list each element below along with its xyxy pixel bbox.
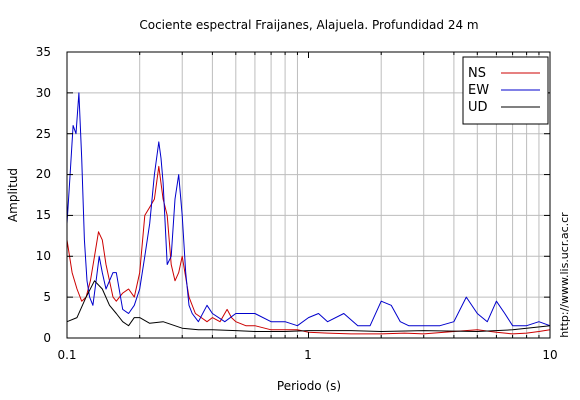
y-tick-label-20: 20 bbox=[36, 167, 51, 181]
legend-label-ns: NS bbox=[468, 66, 486, 81]
series-line-ew bbox=[66, 92, 551, 327]
source-url: http://www.lis.ucr.ac.cr bbox=[558, 212, 571, 338]
y-tick-label-10: 10 bbox=[36, 249, 51, 263]
y-tick-label-5: 5 bbox=[43, 290, 51, 304]
tick-marks bbox=[66, 51, 550, 339]
y-tick-label-35: 35 bbox=[36, 45, 51, 59]
x-tick-label-1: 1 bbox=[304, 348, 312, 362]
legend-label-ew: EW bbox=[468, 83, 489, 98]
series-lines bbox=[66, 92, 551, 335]
legend: NS EW UD bbox=[462, 56, 549, 125]
x-tick-label-0-1: 0.1 bbox=[57, 348, 76, 362]
y-axis-label: Amplitud bbox=[6, 168, 20, 222]
x-tick-label-10: 10 bbox=[542, 348, 557, 362]
series-line-ns bbox=[66, 165, 551, 335]
y-tick-label-0: 0 bbox=[43, 331, 51, 345]
legend-label-ud: UD bbox=[468, 100, 488, 115]
x-axis-label: Periodo (s) bbox=[277, 379, 341, 393]
chart-title: Cociente espectral Fraijanes, Alajuela. … bbox=[139, 18, 478, 32]
series-line-ud bbox=[66, 280, 551, 332]
y-tick-label-15: 15 bbox=[36, 208, 51, 222]
y-tick-label-25: 25 bbox=[36, 127, 51, 141]
y-tick-label-30: 30 bbox=[36, 86, 51, 100]
